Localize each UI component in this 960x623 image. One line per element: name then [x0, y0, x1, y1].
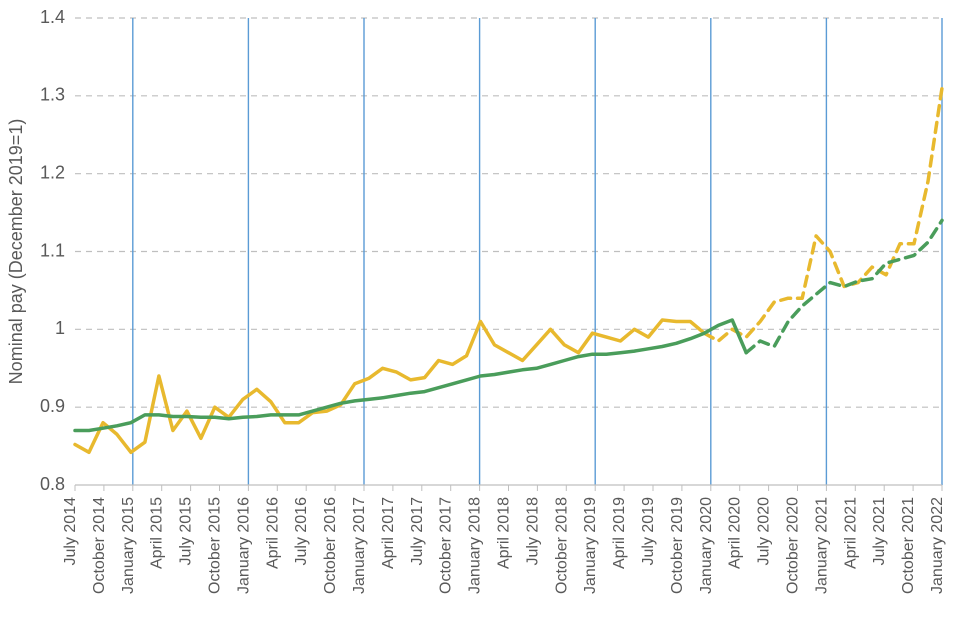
svg-text:April 2020: April 2020	[727, 497, 744, 569]
svg-text:July 2020: July 2020	[756, 497, 773, 566]
svg-text:October 2017: October 2017	[438, 497, 455, 594]
svg-text:1.1: 1.1	[40, 240, 65, 260]
svg-text:April 2018: April 2018	[496, 497, 513, 569]
svg-text:July 2015: July 2015	[178, 497, 195, 566]
svg-text:0.8: 0.8	[40, 474, 65, 494]
svg-text:April 2017: April 2017	[380, 497, 397, 569]
svg-text:January 2016: January 2016	[235, 497, 252, 594]
svg-text:0.9: 0.9	[40, 396, 65, 416]
svg-text:July 2014: July 2014	[62, 497, 79, 566]
svg-text:October 2020: October 2020	[785, 497, 802, 594]
svg-text:January 2021: January 2021	[813, 497, 830, 594]
svg-text:1.3: 1.3	[40, 85, 65, 105]
svg-text:October 2019: October 2019	[669, 497, 686, 594]
svg-text:July 2016: July 2016	[293, 497, 310, 566]
svg-text:April 2021: April 2021	[842, 497, 859, 569]
svg-text:October 2015: October 2015	[207, 497, 224, 594]
svg-text:October 2014: October 2014	[91, 497, 108, 594]
svg-text:1: 1	[55, 318, 65, 338]
svg-text:January 2015: January 2015	[120, 497, 137, 594]
svg-text:October 2021: October 2021	[900, 497, 917, 594]
svg-text:July 2017: July 2017	[409, 497, 426, 566]
svg-text:April 2019: April 2019	[611, 497, 628, 569]
svg-text:July 2018: July 2018	[524, 497, 541, 566]
svg-text:October 2018: October 2018	[553, 497, 570, 594]
svg-text:1.2: 1.2	[40, 162, 65, 182]
svg-text:January 2017: January 2017	[351, 497, 368, 594]
svg-text:April 2015: April 2015	[149, 497, 166, 569]
svg-text:April 2016: April 2016	[264, 497, 281, 569]
svg-text:January 2022: January 2022	[929, 497, 946, 594]
svg-text:January 2019: January 2019	[582, 497, 599, 594]
svg-text:Nominal pay (December 2019=1): Nominal pay (December 2019=1)	[6, 119, 26, 385]
svg-text:October 2016: October 2016	[322, 497, 339, 594]
svg-text:January 2018: January 2018	[467, 497, 484, 594]
svg-text:July 2019: July 2019	[640, 497, 657, 566]
nominal-pay-chart: 0.8 0.9 1 1.1 1.2 1.3 1.4 July 2014 October 2014…	[0, 0, 960, 623]
svg-text:1.4: 1.4	[40, 7, 65, 27]
svg-text:January 2020: January 2020	[698, 497, 715, 594]
svg-text:July 2021: July 2021	[871, 497, 888, 566]
